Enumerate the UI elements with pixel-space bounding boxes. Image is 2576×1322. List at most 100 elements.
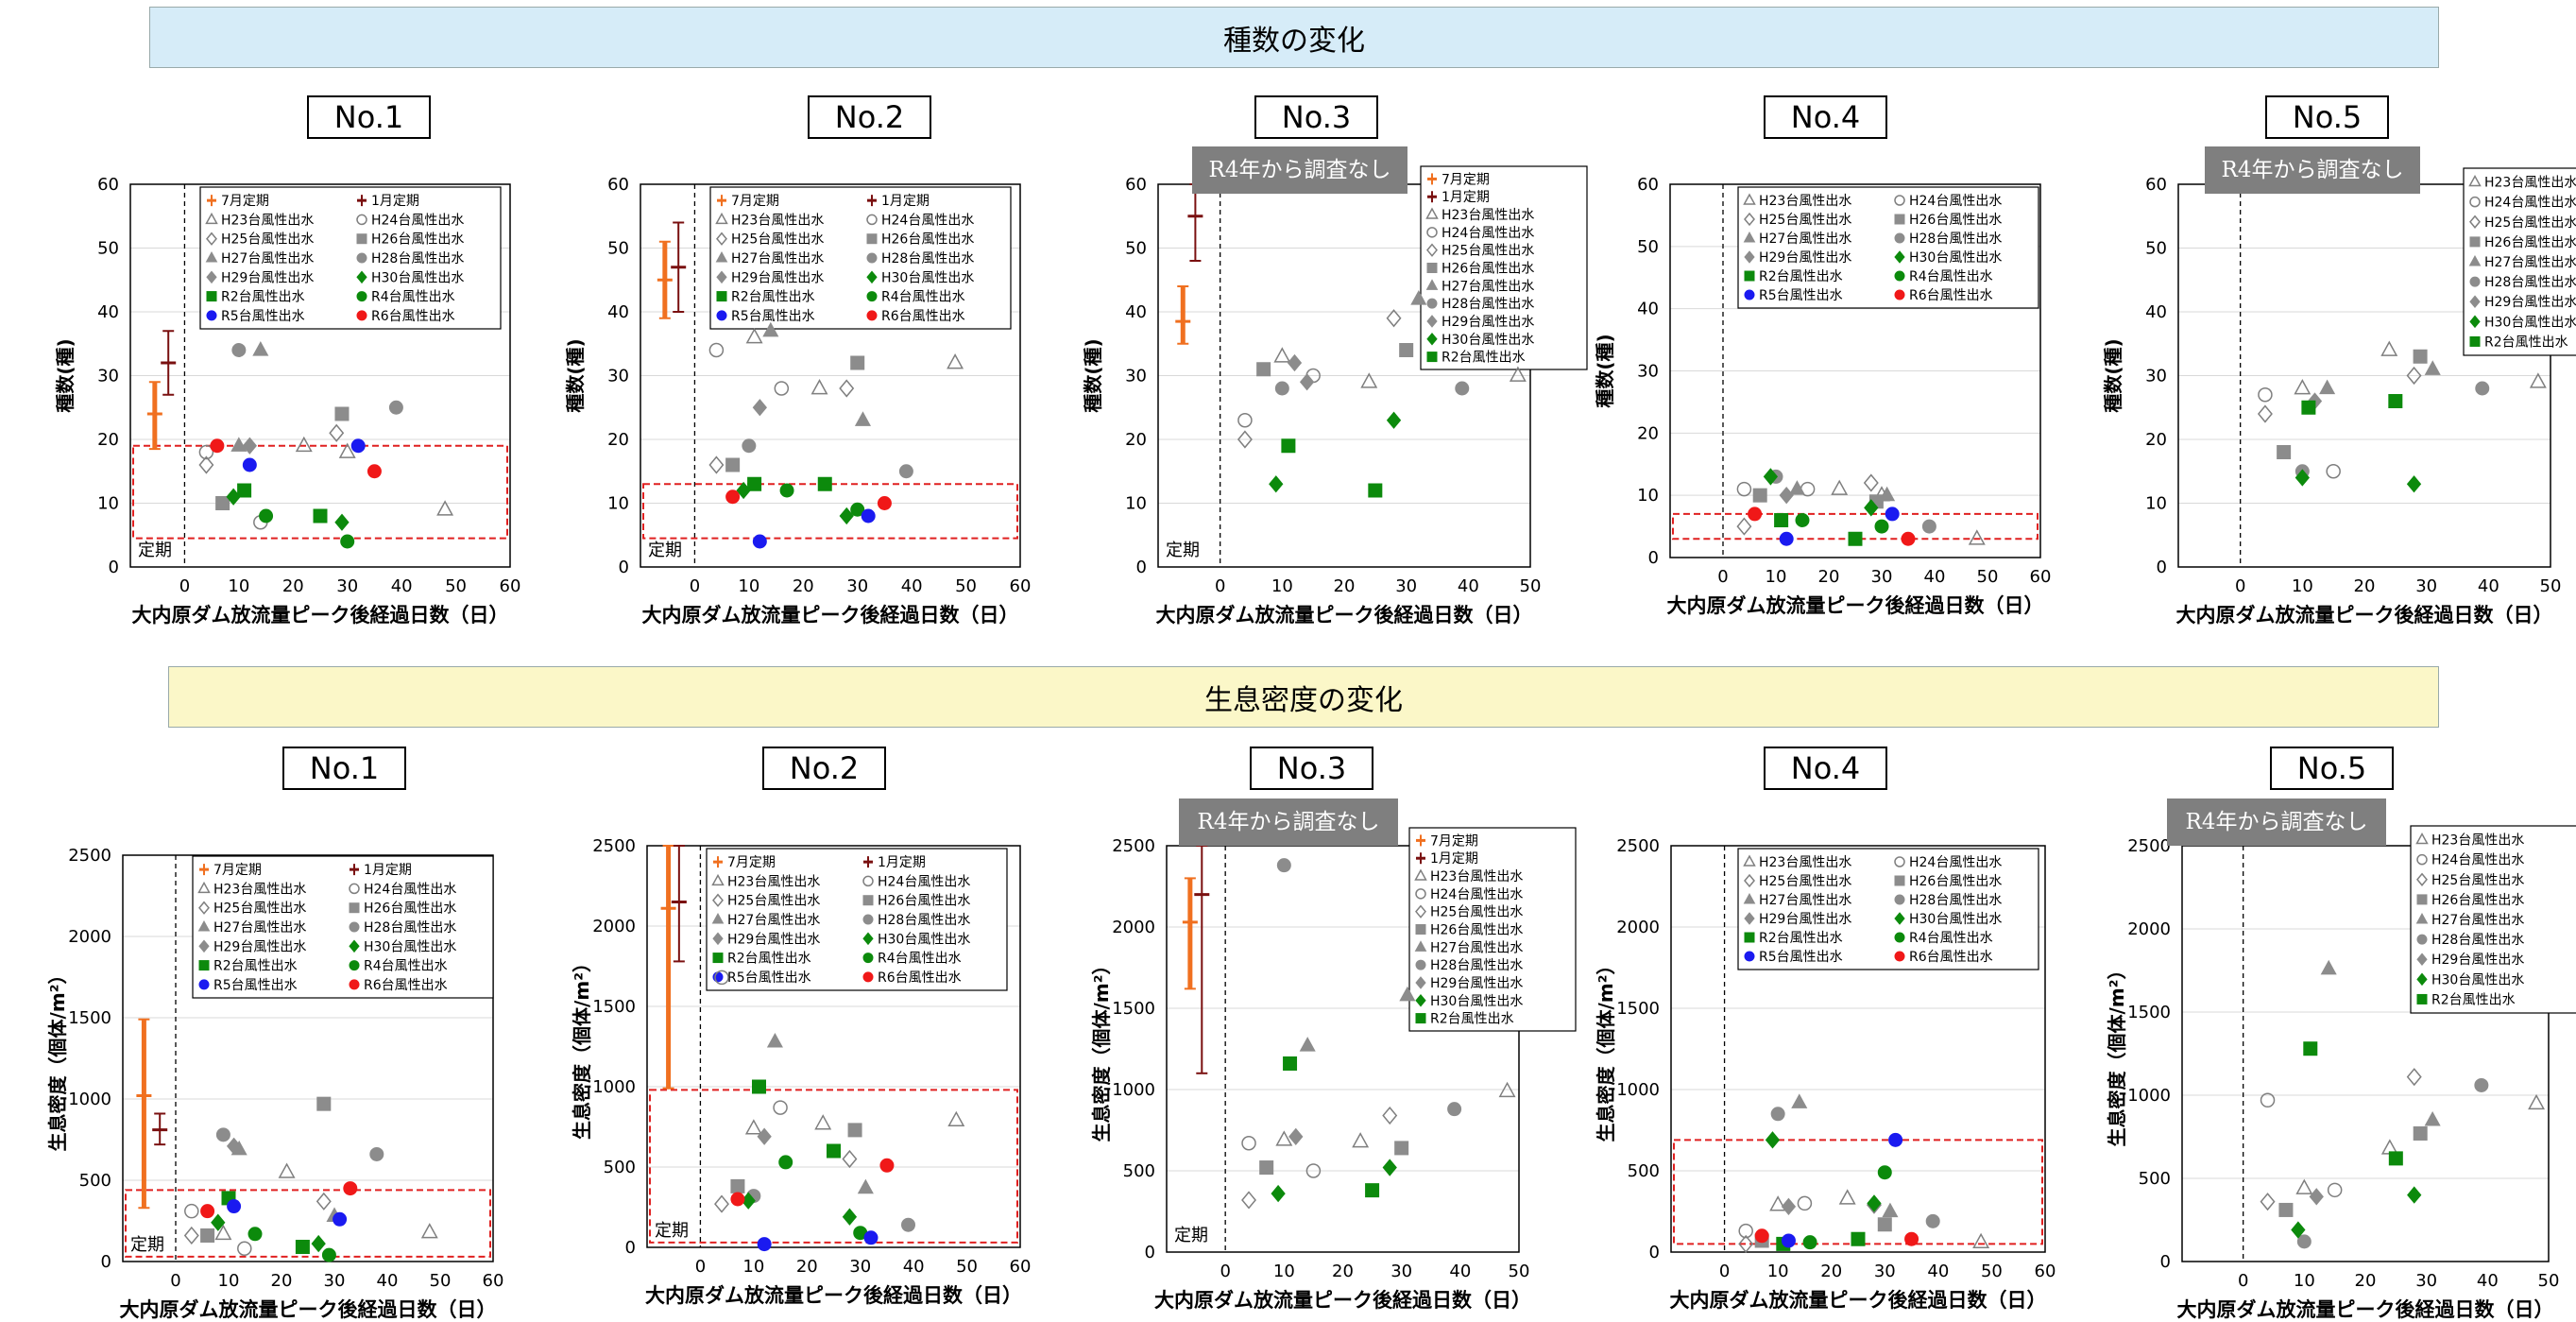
legend-H27-marker	[205, 250, 218, 263]
y-tick-label: 10	[607, 494, 629, 514]
x-tick-label: 10	[2292, 576, 2313, 596]
legend-H25-label: H25台風性出水	[213, 901, 306, 917]
legend-H28-label: H28台風性出水	[881, 251, 974, 266]
species-chart-no4: 0 10 20 30 40 50 60 0 10 20 30 40 50 60 大内原ダム放流量ピーク後経過…	[1594, 175, 2051, 617]
legend-R5-marker	[1744, 289, 1755, 300]
point-H27	[252, 341, 269, 356]
y-axis-label: 生息密度（個体/m²）	[1595, 956, 1617, 1142]
species-chart-no3: 0 10 20 30 40 50 60 0 10 20 30 40 50 大内原ダム放流量ピーク後経過日数…	[1082, 165, 1588, 627]
y-tick-label: 500	[2139, 1169, 2171, 1189]
point-H30	[311, 1234, 326, 1253]
point-H24	[1738, 1223, 1753, 1239]
legend-H26-label: H26台風性出水	[1430, 923, 1523, 938]
x-tick-label: 40	[901, 576, 923, 596]
legend-H29-marker	[198, 939, 210, 953]
legend: 7月定期 1月定期 H23台風性出水 H24台風性出水 H25台風性出水 H26台風性出水…	[199, 186, 502, 330]
x-tick-label: 30	[324, 1271, 346, 1291]
x-tick-label: 60	[483, 1271, 504, 1291]
point-H25	[316, 1192, 332, 1210]
no-survey-note-de3: R4年から調査なし	[1179, 798, 1398, 846]
point-R5	[757, 1237, 772, 1252]
legend-R5-label: R5台風性出水	[1759, 288, 1843, 303]
point-R6	[210, 438, 225, 454]
legend-H30-marker	[866, 270, 878, 284]
y-tick-label: 40	[607, 302, 629, 322]
legend: 7月定期 1月定期 H23台風性出水 H24台風性出水 H25台風性出水 H26台風性出水…	[709, 186, 1012, 330]
point-H23	[338, 442, 356, 458]
legend-H28-marker	[2416, 934, 2428, 945]
legend-H30-marker	[1415, 993, 1426, 1007]
legend-H24-label: H24台風性出水	[1442, 226, 1534, 241]
point-H26	[725, 457, 741, 472]
legend-H23-marker	[197, 881, 211, 894]
y-tick-label: 500	[604, 1158, 636, 1177]
x-tick-label: 30	[846, 576, 868, 596]
legend-H28-marker	[1894, 894, 1905, 905]
y-tick-label: 50	[607, 239, 629, 259]
legend-R4-label: R4台風性出水	[1909, 269, 1993, 284]
point-H25	[2257, 404, 2273, 423]
x-tick-label: 10	[742, 1257, 764, 1277]
point-R2	[2388, 394, 2403, 408]
point-H30	[1382, 1159, 1397, 1176]
point-H23	[1831, 479, 1849, 495]
point-H28	[901, 1217, 915, 1232]
point-H24	[237, 1241, 252, 1256]
legend-H26-marker	[1415, 924, 1426, 935]
legend-R2-marker	[2416, 993, 2428, 1004]
point-H23	[814, 1114, 832, 1130]
point-H25	[1736, 517, 1752, 536]
point-H30	[2295, 469, 2310, 487]
legend-H25-label: H25台風性出水	[731, 232, 824, 248]
legend-H30-marker	[1426, 332, 1438, 346]
y-axis-label: 種数(種)	[1082, 338, 1104, 412]
legend-H29-label: H29台風性出水	[727, 932, 820, 947]
point-H28	[2475, 381, 2490, 396]
y-tick-label: 50	[1125, 239, 1147, 259]
y-tick-label: 2000	[1112, 918, 1155, 937]
point-H26	[2278, 1202, 2294, 1217]
legend-R2-marker	[206, 291, 217, 302]
x-tick-label: 20	[1334, 576, 1356, 596]
y-tick-label: 1500	[1112, 999, 1155, 1019]
station-label-de1: No.1	[282, 747, 406, 790]
legend-H26-marker	[356, 233, 367, 245]
y-tick-label: 1500	[68, 1008, 111, 1028]
species-chart-no2: 0 10 20 30 40 50 60 0 10 20 30 40 50 60 大内原ダム放流量ピーク後経過…	[564, 175, 1031, 627]
point-H28	[2474, 1077, 2489, 1092]
legend-H26-label: H26台風性出水	[2484, 235, 2576, 250]
point-R6	[879, 1158, 895, 1173]
point-H30	[842, 1208, 858, 1226]
x-axis-label: 大内原ダム放流量ピーク後経過日数（日）	[132, 604, 509, 627]
point-H26	[1399, 343, 1414, 357]
point-H28	[2296, 1234, 2312, 1249]
section-title-species: 種数の変化	[149, 7, 2439, 68]
y-tick-label: 0	[1648, 548, 1659, 568]
legend: H23台風性出水 H24台風性出水 H25台風性出水 H26台風性出水 H27台風性出水…	[1737, 186, 2039, 309]
legend-H24-marker	[1415, 888, 1426, 900]
x-axis-label: 大内原ダム放流量ピーク後経過日数（日）	[2177, 1298, 2554, 1321]
station-label-de3: No.3	[1250, 747, 1373, 790]
point-H23	[947, 353, 964, 369]
legend-H29-marker	[2469, 295, 2481, 309]
x-tick-label: 50	[955, 576, 977, 596]
y-tick-label: 30	[607, 367, 629, 386]
point-H27	[2319, 379, 2336, 395]
legend-R2-label: R2台風性出水	[221, 290, 305, 305]
y-tick-label: 50	[97, 239, 119, 259]
legend-H30-marker	[2469, 315, 2481, 329]
legend-H30-label: H30台風性出水	[881, 270, 974, 285]
legend-H23-label: H23台風性出水	[1759, 194, 1851, 209]
legend-H23-label: H23台風性出水	[1430, 869, 1523, 884]
point-H23	[1968, 529, 1986, 545]
x-tick-label: 0	[1220, 1262, 1230, 1281]
legend-H30-marker	[1894, 250, 1905, 264]
y-tick-label: 10	[1637, 486, 1659, 506]
legend-H28-marker	[866, 252, 878, 264]
legend-box	[709, 186, 1012, 330]
station-label-sp5: No.5	[2265, 95, 2389, 139]
point-H27	[766, 1032, 783, 1048]
legend-H30-label: H30台風性出水	[1909, 250, 2002, 266]
point-H29	[2309, 1188, 2324, 1206]
point-R4	[850, 502, 865, 517]
